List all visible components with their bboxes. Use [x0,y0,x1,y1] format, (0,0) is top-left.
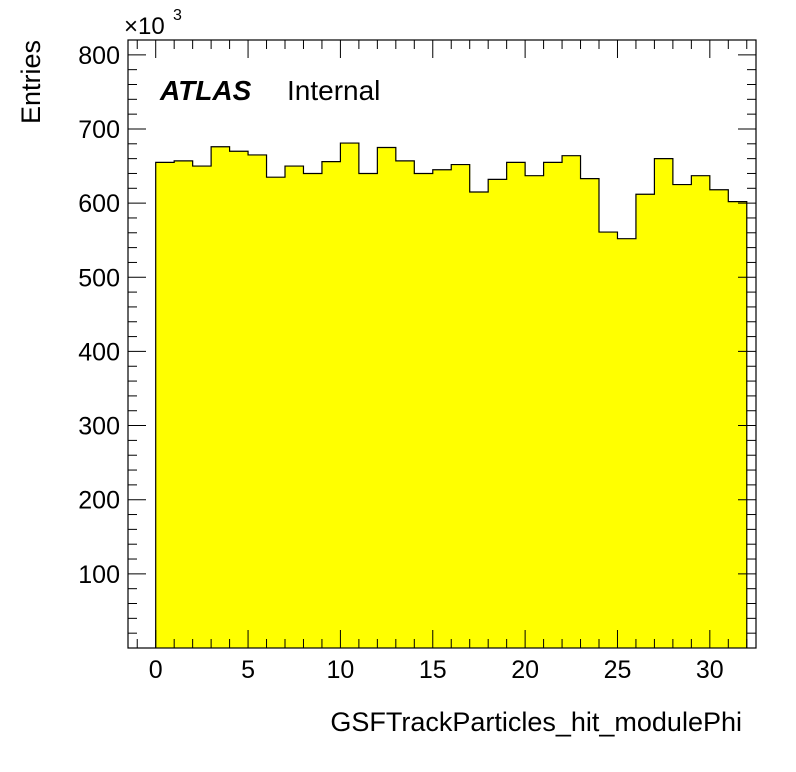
histogram-bin [174,160,194,649]
histogram-bin [691,175,711,648]
histogram-bin [488,179,508,648]
y-tick-labels: 100 200 300 400 500 600 700 800 [78,42,120,589]
histogram-bin [525,175,545,648]
y-axis-title: Entries [16,40,46,124]
histogram-bin [599,232,618,649]
histogram-bin [635,194,655,648]
histogram-bin [229,151,249,648]
histogram-bin [321,161,341,648]
y-tick-label: 100 [78,561,120,589]
axis-ticks [128,39,756,648]
histogram-bin [248,154,268,649]
histogram-bin [285,166,304,649]
histogram-bin [395,160,415,649]
y-tick-label: 200 [78,487,120,515]
x-tick-label: 30 [696,656,724,684]
y-tick-label: 300 [78,413,120,441]
atlas-label: ATLAS [159,75,252,106]
plot-frame [127,39,757,649]
histogram-bin [617,238,637,648]
histogram-bin [728,201,748,648]
histogram-bin [211,146,231,648]
histogram-bin [469,192,489,648]
histogram-bin [340,143,360,648]
histogram-bin [377,147,397,648]
y-axis-multiplier: ×10 [124,13,165,40]
x-tick-labels: 0 5 10 15 20 25 30 [149,656,724,684]
histogram-bin [451,164,471,648]
x-tick-label: 20 [511,656,539,684]
y-tick-label: 600 [78,190,120,218]
histogram-bin [414,173,434,648]
histogram-bin [432,169,452,648]
y-tick-label: 500 [78,264,120,292]
x-tick-label: 5 [241,656,255,684]
x-tick-label: 25 [604,656,632,684]
y-tick-label: 400 [78,338,120,366]
histogram-bin [543,162,563,648]
histogram-bin [303,173,323,648]
histogram-bin [580,178,600,648]
histogram-bin [672,184,692,648]
internal-label: Internal [287,75,380,106]
histogram-bin [506,162,526,648]
histogram-bin [562,155,582,649]
histogram-bin [266,177,286,649]
histogram-outline [155,142,748,648]
x-axis-title: GSFTrackParticles_hit_modulePhi [330,707,742,737]
histogram-bin [192,166,212,649]
histogram-bin [654,158,674,648]
x-tick-label: 15 [419,656,447,684]
x-tick-label: 0 [149,656,163,684]
histogram-bin [155,162,175,648]
histogram-bin [358,173,378,648]
histogram-bin [709,189,729,648]
y-axis-multiplier-power: 3 [173,7,182,24]
y-tick-label: 800 [78,42,120,70]
x-tick-label: 10 [327,656,355,684]
histogram-bars [155,143,748,649]
y-tick-label: 700 [78,116,120,144]
